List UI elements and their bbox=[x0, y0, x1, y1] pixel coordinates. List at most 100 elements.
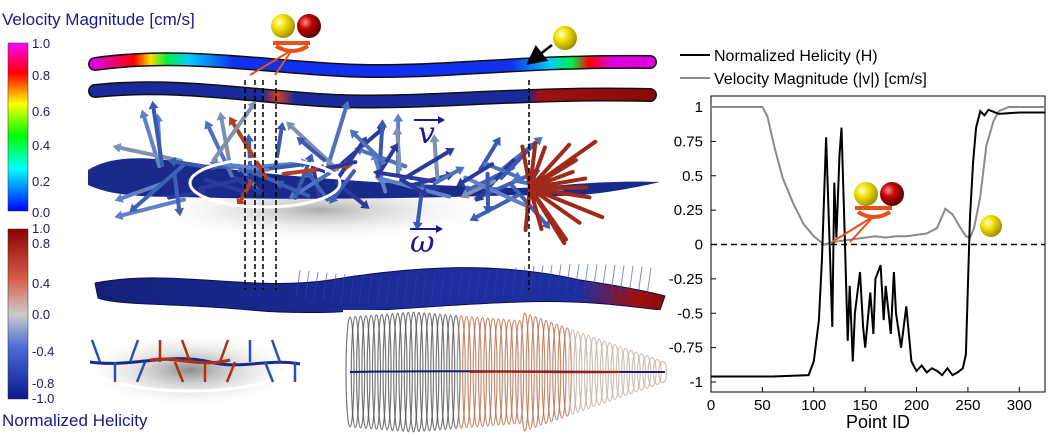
velocity-arrow-head bbox=[431, 182, 441, 193]
velocity-arrow-head bbox=[513, 171, 523, 181]
ribbon-slat bbox=[412, 275, 418, 304]
x-tick-label: 150 bbox=[853, 397, 878, 414]
velocity-arrow-glyph bbox=[373, 157, 388, 194]
y-tick-label: 0.5 bbox=[682, 168, 703, 185]
ribbon-slat bbox=[484, 269, 490, 299]
inset-arrow-glyph bbox=[173, 361, 185, 383]
velocity-arrow-head bbox=[204, 120, 214, 130]
x-tick-label: 250 bbox=[955, 397, 980, 414]
ribbon-slat bbox=[583, 263, 589, 293]
y-tick-label: 0 bbox=[695, 237, 703, 254]
reference-dashed-lines bbox=[244, 80, 530, 290]
velocity-arrow-head bbox=[340, 100, 351, 110]
ribbon-slat bbox=[457, 272, 463, 301]
velocity-arrow-head bbox=[460, 189, 470, 199]
ribbon-slat bbox=[502, 268, 508, 297]
x-tick-label: 300 bbox=[1007, 397, 1032, 414]
velocity-arrow-head bbox=[469, 212, 479, 222]
velocity-arrow-head bbox=[445, 147, 455, 157]
velocity-colorbar: Velocity Magnitude [cm/s] 1.0 0.8 0.6 0.4 0.… bbox=[2, 10, 195, 220]
ribbon-slat bbox=[511, 267, 517, 296]
velocity-arrow-glyph bbox=[463, 175, 529, 208]
inset-arrow-glyph bbox=[135, 361, 147, 383]
ribbon-slat bbox=[556, 264, 562, 293]
velocity-arrow-glyph bbox=[289, 125, 339, 172]
velocity-arrow-glyph bbox=[118, 145, 184, 163]
single-molecule-icon bbox=[526, 26, 577, 66]
velocity-arrow-glyph bbox=[433, 168, 460, 185]
chart-legend: Normalized Helicity (H) Velocity Magnitu… bbox=[680, 48, 927, 88]
velocity-colorbar-tick: 0.0 bbox=[32, 205, 50, 220]
helicity-tube bbox=[88, 81, 657, 109]
velocity-arrow-head bbox=[174, 207, 185, 217]
x-tick-label: 50 bbox=[754, 397, 771, 414]
velocity-arrow-glyph bbox=[326, 106, 348, 168]
inset-arrow-glyph bbox=[263, 361, 275, 383]
ribbon-slat bbox=[466, 271, 472, 300]
velocity-arrow-head bbox=[491, 136, 501, 147]
inset-arrow-glyph bbox=[180, 339, 192, 363]
velocity-arrow-head bbox=[389, 142, 398, 153]
tube-mesh-inset bbox=[343, 310, 668, 435]
ribbon-slat bbox=[529, 265, 535, 294]
ribbon-slat bbox=[628, 265, 634, 295]
velocity-colorbar-tick: 0.6 bbox=[32, 104, 50, 119]
x-tick-label: 200 bbox=[904, 397, 929, 414]
velocity-arrow-glyph bbox=[151, 106, 165, 168]
velocity-arrow-glyph bbox=[528, 186, 592, 200]
molecule-pair-icon bbox=[249, 14, 321, 76]
ribbon-slat bbox=[439, 273, 445, 303]
velocity-arrow-head bbox=[304, 153, 315, 163]
helicity-colorbar-tick: -0.8 bbox=[32, 376, 54, 391]
helicity-colorbar-tick: 1.0 bbox=[32, 221, 50, 236]
legend-helicity-label: Normalized Helicity (H) bbox=[714, 48, 878, 65]
velocity-arrow-head bbox=[148, 100, 159, 110]
ribbon-slat bbox=[340, 274, 346, 303]
velocity-arrow-glyph bbox=[499, 145, 533, 180]
velocity-arrow-glyph bbox=[399, 150, 450, 182]
velocity-arrow-head bbox=[419, 187, 429, 197]
velocity-arrow-head bbox=[349, 129, 359, 139]
ribbon-slat bbox=[592, 264, 598, 293]
velocity-arrow-head bbox=[243, 133, 254, 142]
velocity-arrow-glyph bbox=[133, 163, 186, 210]
inset-arrow-glyph bbox=[128, 339, 140, 363]
ribbon-slat bbox=[349, 274, 355, 303]
normalized-helicity-series-line bbox=[711, 108, 1045, 378]
ribbon-slat bbox=[646, 267, 652, 296]
ribbon-slat bbox=[637, 266, 643, 295]
ribbon-slat bbox=[385, 275, 391, 305]
velocity-colorbar-gradient bbox=[7, 42, 29, 212]
velocity-arrow-glyph bbox=[280, 182, 311, 198]
velocity-arrow-glyph bbox=[520, 144, 532, 190]
velocity-arrow-head bbox=[412, 221, 423, 231]
ribbon-slat bbox=[601, 264, 607, 293]
vorticity-symbol-label: ω bbox=[410, 225, 434, 260]
inset-arrow-glyph bbox=[270, 339, 282, 363]
helicity-colorbar-gradient bbox=[7, 228, 29, 400]
y-tick-label: -0.75 bbox=[669, 340, 703, 357]
ribbon-slat bbox=[367, 275, 373, 304]
velocity-arrow-glyph bbox=[528, 142, 572, 190]
y-tick-label: 1 bbox=[695, 99, 703, 116]
ribbon-slat bbox=[304, 270, 310, 299]
ribbon-slat bbox=[448, 273, 454, 302]
velocity-arrow-head bbox=[286, 121, 296, 131]
y-tick-label: -0.5 bbox=[677, 305, 703, 322]
velocity-arrow-glyph bbox=[478, 141, 499, 172]
velocity-colorbar-tick: 0.8 bbox=[32, 68, 50, 83]
helicity-colorbar: 1.00.8 0.4 0.0 -0.4 -0.8-1.0 Normalized Heli… bbox=[2, 221, 148, 430]
ribbon-slat bbox=[610, 264, 616, 293]
velocity-arrow-head bbox=[114, 193, 124, 203]
velocity-arrow-head bbox=[296, 136, 306, 146]
ribbon-slat bbox=[403, 275, 409, 304]
helicity-colorbar-tick: 0.0 bbox=[32, 307, 50, 322]
velocity-arrow-head bbox=[112, 142, 122, 153]
ribbon-slat bbox=[493, 268, 499, 298]
velocity-arrow-glyph bbox=[167, 190, 201, 200]
helicity-colorbar-tick: -0.4 bbox=[32, 344, 54, 359]
velocity-arrow-glyph bbox=[528, 186, 567, 246]
inset-arrow-glyph bbox=[90, 339, 102, 363]
velocity-symbol-label: v bbox=[418, 116, 435, 151]
velocity-arrow-glyph bbox=[378, 171, 435, 184]
